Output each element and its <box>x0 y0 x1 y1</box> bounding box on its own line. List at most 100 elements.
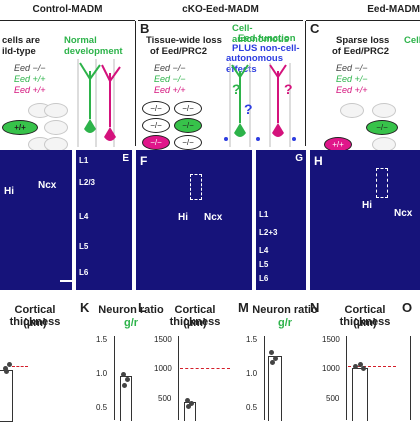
sparse-ko-cell: −/− <box>366 120 398 135</box>
neuron-illustration-a <box>77 59 121 147</box>
k-sub: g/r <box>123 317 139 329</box>
layer-label: L5 <box>79 242 89 251</box>
n-point <box>353 364 358 369</box>
panel-o-letter: O <box>402 300 413 315</box>
n-axis <box>346 336 347 420</box>
n-point <box>358 362 363 367</box>
header-control: Control-MADM <box>0 0 135 21</box>
j-point <box>4 369 9 374</box>
l-tick: 1000 <box>154 364 172 373</box>
layer-label: L6 <box>259 274 269 283</box>
question-mark: ? <box>284 81 293 97</box>
label-ncx: Ncx <box>38 180 57 191</box>
n-tick: 1000 <box>322 364 340 373</box>
l-point <box>185 398 190 403</box>
panel-c-letter: C <box>310 21 320 36</box>
inset-box <box>376 168 388 198</box>
n-bar <box>352 368 368 421</box>
question-mark: ? <box>244 101 253 117</box>
l-point <box>186 404 191 409</box>
o-axis <box>410 336 411 420</box>
j-bar <box>0 370 13 422</box>
l-unit: (µm) <box>183 317 207 329</box>
panel-b-title1: Tissue-wide loss <box>146 35 222 46</box>
image-cko-section: F Hi Ncx <box>136 150 252 290</box>
question-mark: ? <box>232 81 241 97</box>
panel-a-text1: cells are <box>2 35 41 46</box>
panel-b-auto2: Eed function <box>238 33 296 44</box>
panel-k-letter: K <box>80 300 90 315</box>
k-point <box>121 372 126 377</box>
m-point <box>273 356 278 361</box>
panel-b-auto4: autonomous effects <box>226 53 283 75</box>
panel-c-geno3: Eed +/+ <box>336 85 368 95</box>
layer-label: L4 <box>259 246 269 255</box>
label-ncx: Ncx <box>204 212 223 223</box>
l-point <box>189 401 194 406</box>
ko-cell: −/− <box>174 101 202 116</box>
panel-a-geno1: Eed −/− <box>14 63 46 73</box>
panel-b-geno2: Eed −/− <box>154 74 186 84</box>
panel-a-text2: ild-type <box>2 46 36 57</box>
wildtype-cell: +/+ <box>2 120 38 135</box>
ko-cell-magenta: −/− <box>142 135 170 150</box>
n-tick: 1500 <box>322 335 340 344</box>
l-control-line <box>180 368 230 369</box>
k-point <box>122 383 127 388</box>
panel-b-geno1: Eed −/− <box>154 63 186 73</box>
m-point <box>270 360 275 365</box>
image-panel-e: E L1 L2/3 L4 L5 L6 <box>76 150 132 290</box>
panel-c-side: Cell <box>404 35 420 46</box>
panel-c-schematic: C Sparse loss of Eed/PRC2 Cell Eed −/− E… <box>306 21 420 152</box>
j-point <box>3 366 8 371</box>
panel-c-geno1: Eed −/− <box>336 63 368 73</box>
label-ncx: Ncx <box>394 208 413 219</box>
panel-a-geno2: Eed +/+ <box>14 74 46 84</box>
label-f: F <box>140 154 148 168</box>
header-cko: cKO-Eed-MADM <box>138 0 303 21</box>
header-eed: Eed-MADM <box>306 0 420 21</box>
label-e: E <box>122 153 129 164</box>
layer-label: L1 <box>259 210 269 219</box>
label-hi: Hi <box>178 212 188 223</box>
layer-label: L4 <box>79 212 89 221</box>
layer-label: L2+3 <box>259 228 278 237</box>
n-control-line <box>348 366 396 367</box>
k-axis <box>114 336 115 420</box>
l-tick: 1500 <box>154 335 172 344</box>
panel-b-auto1: Cell-autonomous <box>232 23 289 45</box>
panel-m-letter: M <box>238 300 249 315</box>
inset-box <box>190 174 202 200</box>
panel-l-letter: L <box>138 300 146 315</box>
panel-c-title2: of Eed/PRC2 <box>332 46 390 57</box>
n-point <box>361 366 366 371</box>
layer-label: L2/3 <box>79 178 96 187</box>
m-tick: 1.0 <box>246 369 258 378</box>
panel-c-geno2: Eed +/− <box>336 74 368 84</box>
j-unit: (µm) <box>23 317 47 329</box>
l-title: Cortical thickness <box>169 304 221 328</box>
panel-a-normal: Normal development <box>64 35 123 57</box>
scale-bar <box>60 280 72 282</box>
label-hi: Hi <box>4 186 14 197</box>
j-title: Cortical thickness <box>9 304 61 328</box>
k-point <box>125 377 130 382</box>
neuron-illustration-b <box>224 63 296 147</box>
n-unit: (µm) <box>353 317 377 329</box>
m-axis <box>264 336 265 420</box>
label-hi: Hi <box>362 200 372 211</box>
m-point <box>269 350 274 355</box>
ko-cell: −/− <box>142 101 170 116</box>
panel-b-geno3: Eed +/+ <box>154 85 186 95</box>
panel-a-geno3: Eed +/+ <box>14 85 46 95</box>
panel-n-letter: N <box>310 300 320 315</box>
panel-b-letter: B <box>140 21 150 36</box>
layer-label: L1 <box>79 156 89 165</box>
panel-b-auto3: PLUS non-cell- <box>232 43 300 54</box>
k-title: Neuron ratio <box>98 304 164 316</box>
layer-label: L6 <box>79 268 89 277</box>
label-h: H <box>314 154 323 168</box>
ko-cell: −/− <box>142 118 170 133</box>
image-panel-g: G L1 L2+3 L4 L5 L6 <box>256 150 306 290</box>
m-title: Neuron ratio <box>252 304 318 316</box>
